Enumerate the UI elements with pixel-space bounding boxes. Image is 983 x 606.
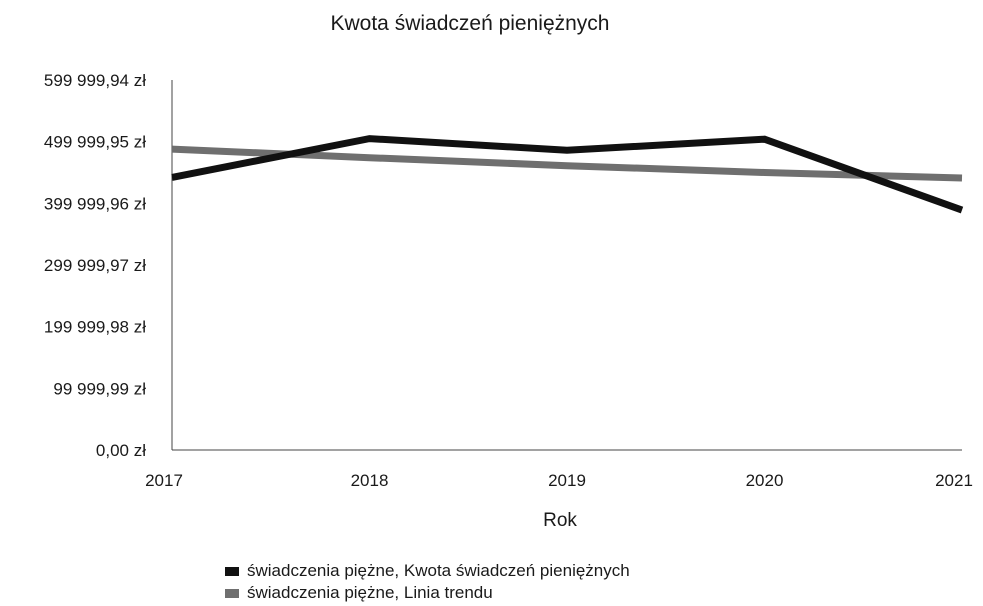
x-tick-label: 2019 (548, 471, 586, 490)
x-tick-label: 2021 (935, 471, 973, 490)
y-tick-label: 0,00 zł (96, 441, 146, 460)
x-tick-label: 2018 (351, 471, 389, 490)
y-tick-label: 499 999,95 zł (44, 133, 146, 152)
y-tick-label: 199 999,98 zł (44, 318, 146, 337)
legend-label-trend: świadczenia piężne, Linia trendu (247, 583, 493, 602)
x-tick-label: 2020 (746, 471, 784, 490)
series-lines (171, 135, 964, 214)
chart-title: Kwota świadczeń pieniężnych (330, 12, 610, 35)
legend-swatch-amount (225, 566, 239, 576)
legend-item-trend: świadczenia piężne, Linia trendu (225, 582, 825, 604)
legend: świadczenia piężne, Kwota świadczeń pien… (225, 560, 825, 604)
y-tick-label: 399 999,96 zł (44, 194, 146, 213)
x-axis-title: Rok (543, 510, 577, 531)
x-tick-label: 2017 (145, 471, 183, 490)
x-axis-ticks: 2017 2018 2019 2020 2021 (145, 471, 973, 490)
legend-item-amount: świadczenia piężne, Kwota świadczeń pien… (225, 560, 825, 582)
y-tick-label: 299 999,97 zł (44, 256, 146, 275)
y-tick-label: 99 999,99 zł (53, 379, 146, 398)
y-tick-label: 599 999,94 zł (44, 71, 146, 90)
y-axis-ticks: 0,00 zł 99 999,99 zł 199 999,98 zł 299 999,… (44, 71, 146, 460)
legend-label-amount: świadczenia piężne, Kwota świadczeń pien… (247, 561, 630, 580)
legend-swatch-trend (225, 588, 239, 598)
